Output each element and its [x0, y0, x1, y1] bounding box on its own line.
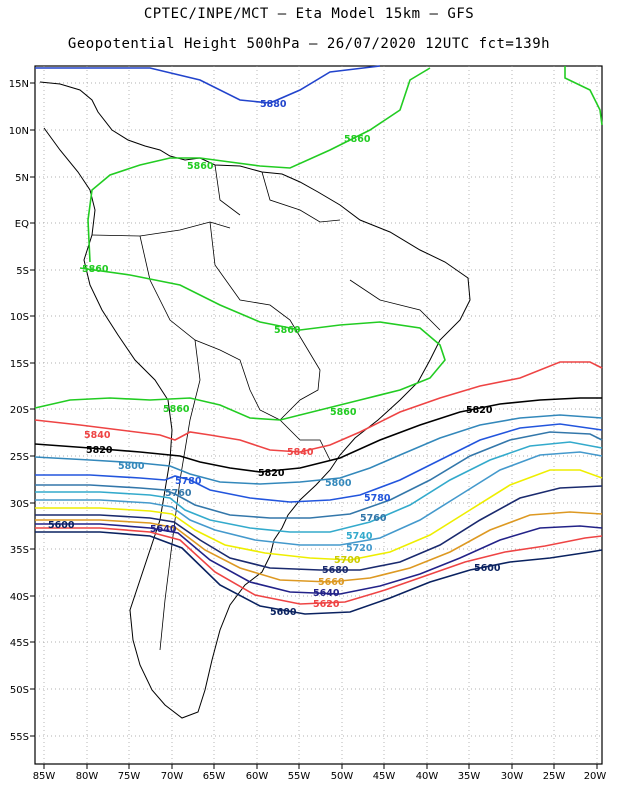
- contour-label: 5860: [82, 264, 109, 275]
- lon-label: 40W: [416, 771, 439, 782]
- contour-label: 5840: [84, 430, 111, 441]
- contour-5860-mid: [34, 267, 446, 421]
- lon-label: 35W: [458, 771, 481, 782]
- contour-5820: [34, 397, 602, 473]
- contour-label: 5820: [466, 405, 493, 416]
- country-borders: [91, 164, 441, 651]
- lon-label: 25W: [543, 771, 566, 782]
- contour-label: 5660: [318, 577, 345, 588]
- contour-label: 5860: [274, 325, 301, 336]
- lon-label: 30W: [501, 771, 524, 782]
- lat-label: 20S: [10, 405, 29, 416]
- lon-label: 20W: [584, 771, 607, 782]
- contour-5780: [35, 423, 603, 503]
- lat-label: 10S: [10, 312, 29, 323]
- lat-label: 10N: [9, 126, 29, 137]
- contour-label: 5880: [260, 99, 287, 110]
- contour-5840: [34, 361, 603, 453]
- contour-5700: [35, 469, 603, 561]
- coastline: [39, 81, 471, 719]
- lat-label: 55S: [10, 732, 29, 743]
- contour-label: 5600: [474, 563, 501, 574]
- map-frame: [34, 65, 603, 765]
- contour-label: 5860: [344, 134, 371, 145]
- contour-label: 5700: [334, 555, 361, 566]
- contour-label: 5740: [346, 531, 373, 542]
- lat-axis-labels: 15N 10N 5N EQ 5S 10S 15S 20S 25S 30S 35S…: [9, 79, 29, 743]
- contour-label: 5760: [360, 513, 387, 524]
- lat-label: EQ: [15, 219, 29, 230]
- lat-label: 45S: [10, 638, 29, 649]
- contour-5800: [34, 414, 603, 485]
- contour-label: 5840: [287, 447, 314, 458]
- contour-5880: [35, 65, 381, 104]
- lat-label: 30S: [10, 499, 29, 510]
- lat-label: 25S: [10, 452, 29, 463]
- lat-label: 35S: [10, 545, 29, 556]
- lat-label: 15S: [10, 359, 29, 370]
- contour-label: 5860: [330, 407, 357, 418]
- lon-label: 65W: [203, 771, 226, 782]
- lon-label: 45W: [373, 771, 396, 782]
- chart-title: CPTEC/INPE/MCT – Eta Model 15km – GFS: [143, 6, 475, 22]
- contour-label: 5820: [86, 445, 113, 456]
- contour-label: 5600: [270, 607, 297, 618]
- contour-label: 5800: [325, 478, 352, 489]
- lon-label: 80W: [76, 771, 99, 782]
- contour-label: 5860: [187, 161, 214, 172]
- contour-label: 5620: [313, 599, 340, 610]
- lat-label: 40S: [10, 592, 29, 603]
- contour-label: 5760: [165, 488, 192, 499]
- lon-label: 85W: [33, 771, 56, 782]
- lon-label: 75W: [118, 771, 141, 782]
- grid-lines: [35, 66, 602, 764]
- contour-labels: 5880 5860 5860 5860 5860 5860 5860 5840 …: [48, 99, 501, 618]
- lat-label: 50S: [10, 685, 29, 696]
- contour-5860-north: [87, 67, 431, 263]
- contour-label: 5720: [346, 543, 373, 554]
- contour-label: 5800: [118, 461, 145, 472]
- lat-label: 5N: [15, 173, 29, 184]
- lon-axis-labels: 85W 80W 75W 70W 65W 60W 55W 50W 45W 40W …: [33, 771, 607, 782]
- contour-label: 5820: [258, 468, 285, 479]
- axis-ticks: [30, 82, 598, 769]
- contour-label: 5780: [364, 493, 391, 504]
- contour-5760: [35, 431, 603, 519]
- contour-label: 5600: [48, 520, 75, 531]
- lat-label: 5S: [16, 266, 29, 277]
- lon-label: 60W: [246, 771, 269, 782]
- contour-label: 5860: [163, 404, 190, 415]
- lon-label: 70W: [161, 771, 184, 782]
- contour-label: 5680: [322, 565, 349, 576]
- lat-label: 15N: [9, 79, 29, 90]
- chart-subtitle: Geopotential Height 500hPa – 26/07/2020 …: [67, 36, 551, 52]
- contour-lines: [34, 65, 603, 615]
- contour-label: 5780: [175, 476, 202, 487]
- contour-label: 5640: [150, 524, 177, 535]
- contour-5740: [35, 441, 603, 533]
- lon-label: 55W: [288, 771, 311, 782]
- contour-label: 5640: [313, 588, 340, 599]
- contour-5680: [35, 485, 603, 571]
- contour-5620: [35, 527, 603, 605]
- contour-5600: [35, 531, 603, 615]
- contour-5660: [35, 511, 603, 583]
- contour-5860-ne: [564, 66, 603, 126]
- contour-5640: [35, 523, 603, 595]
- contour-5720: [35, 451, 603, 546]
- lon-label: 50W: [331, 771, 354, 782]
